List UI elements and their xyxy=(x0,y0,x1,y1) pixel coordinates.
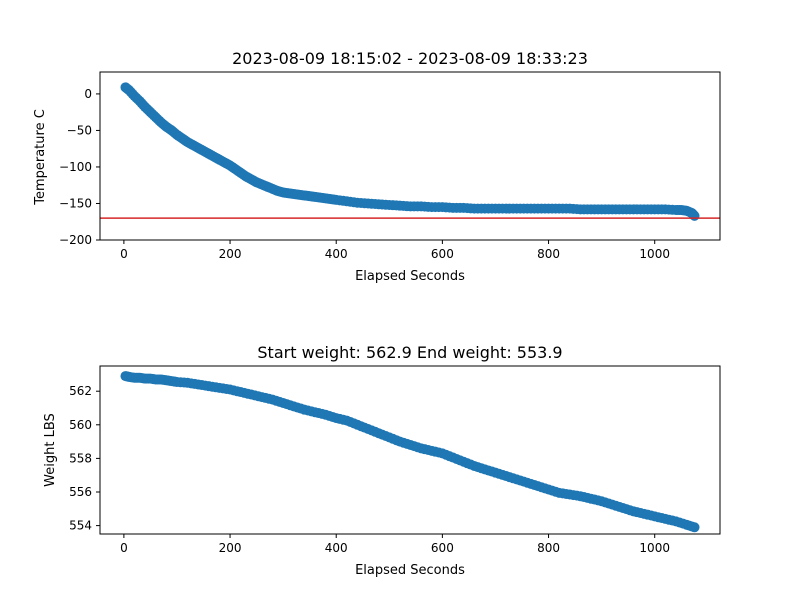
weight-chart: Start weight: 562.9 End weight: 553.9 El… xyxy=(43,343,721,578)
weight-y-tick-label: 560 xyxy=(69,418,92,432)
temperature-data-point xyxy=(593,204,604,215)
temperature-data-point xyxy=(646,204,657,215)
temperature-chart: 2023-08-09 18:15:02 - 2023-08-09 18:33:2… xyxy=(33,49,721,284)
temperature-y-tick-label: −200 xyxy=(59,233,92,247)
temperature-data-point xyxy=(571,204,582,215)
temperature-x-tick-label: 0 xyxy=(120,247,128,261)
weight-y-axis-label: Weight LBS xyxy=(43,413,58,487)
temperature-data-point xyxy=(370,198,381,209)
temperature-data-point xyxy=(561,203,572,214)
weight-x-tick-label: 600 xyxy=(431,541,454,555)
weight-plot-frame xyxy=(99,365,721,535)
temperature-data-point xyxy=(455,202,466,213)
weight-y-tick-label: 558 xyxy=(69,451,92,465)
weight-tick-group: 0 200 400 600 800 1000 554 556 558 560 562 xyxy=(69,384,670,555)
temperature-plot-frame xyxy=(99,71,721,241)
temperature-data-point xyxy=(656,204,667,215)
temperature-data-point xyxy=(423,201,434,212)
temperature-data-point xyxy=(433,202,444,213)
temperature-data-point xyxy=(465,203,476,214)
temperature-y-tick-label: −50 xyxy=(67,123,92,137)
weight-x-tick-label: 1000 xyxy=(639,541,670,555)
temperature-y-tick-label: −100 xyxy=(59,160,92,174)
temperature-data-point xyxy=(412,201,423,212)
temperature-x-tick-label: 600 xyxy=(431,247,454,261)
weight-x-tick-label: 800 xyxy=(537,541,560,555)
weight-x-tick-label: 400 xyxy=(325,541,348,555)
weight-x-axis-label: Elapsed Seconds xyxy=(355,563,465,578)
temperature-data-point xyxy=(497,203,508,214)
temperature-data-point xyxy=(476,203,487,214)
temperature-y-tick-label: 0 xyxy=(84,87,92,101)
temperature-data-point xyxy=(508,203,519,214)
temperature-x-tick-label: 400 xyxy=(325,247,348,261)
temperature-data-point xyxy=(635,204,646,215)
weight-y-tick-label: 562 xyxy=(69,384,92,398)
temperature-data-point xyxy=(614,204,625,215)
temperature-y-axis-label: Temperature C xyxy=(33,109,48,206)
weight-y-tick-label: 554 xyxy=(69,519,92,533)
temperature-data-point xyxy=(401,201,412,212)
temperature-data-point xyxy=(391,200,402,211)
weight-y-tick-label: 556 xyxy=(69,485,92,499)
temperature-data-point xyxy=(444,202,455,213)
temperature-data-point xyxy=(624,204,635,215)
temperature-data-point xyxy=(529,203,540,214)
temperature-data-point xyxy=(359,198,370,209)
temperature-data-point xyxy=(603,204,614,215)
weight-data-point xyxy=(686,521,697,532)
temperature-data-point xyxy=(582,204,593,215)
temperature-data-point xyxy=(518,203,529,214)
temperature-data-point xyxy=(550,203,561,214)
temperature-data-point xyxy=(380,199,391,210)
weight-x-tick-label: 200 xyxy=(219,541,242,555)
temperature-x-tick-label: 200 xyxy=(219,247,242,261)
temperature-tick-group: 0 200 400 600 800 1000 0 −50 −100 −150 −200 xyxy=(59,87,670,261)
weight-x-tick-label: 0 xyxy=(120,541,128,555)
temperature-chart-title: 2023-08-09 18:15:02 - 2023-08-09 18:33:2… xyxy=(232,49,588,68)
temperature-marks xyxy=(100,82,720,221)
temperature-x-tick-label: 1000 xyxy=(639,247,670,261)
weight-chart-title: Start weight: 562.9 End weight: 553.9 xyxy=(257,343,562,362)
temperature-data-point xyxy=(540,203,551,214)
weight-marks xyxy=(120,371,700,533)
temperature-x-tick-label: 800 xyxy=(537,247,560,261)
temperature-y-tick-label: −150 xyxy=(59,196,92,210)
temperature-data-point xyxy=(486,203,497,214)
temperature-x-axis-label: Elapsed Seconds xyxy=(355,269,465,284)
